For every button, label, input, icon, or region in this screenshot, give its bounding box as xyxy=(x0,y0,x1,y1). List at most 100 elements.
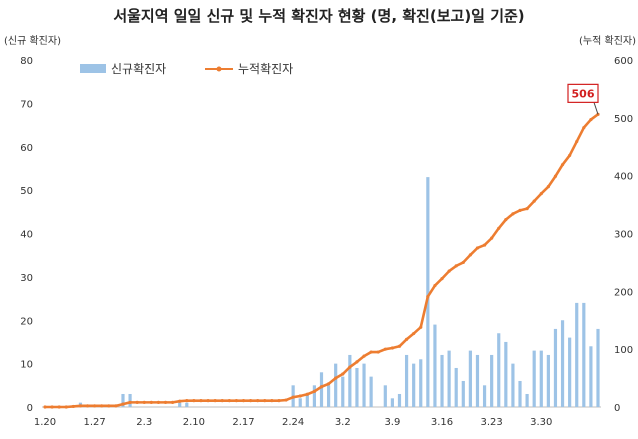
bar-new-cases xyxy=(298,398,302,407)
cumulative-point xyxy=(553,174,558,178)
bar-new-cases xyxy=(319,372,324,407)
line-series-cumulative-cases xyxy=(43,112,600,409)
cumulative-point xyxy=(256,399,260,403)
cumulative-point xyxy=(404,337,409,341)
cumulative-point xyxy=(298,394,302,398)
right-axis-unit: (누적 확진자) xyxy=(579,35,636,47)
cumulative-point xyxy=(220,399,224,403)
left-tick-label: 70 xyxy=(20,99,33,110)
cumulative-point xyxy=(263,399,267,403)
cumulative-point xyxy=(249,399,253,403)
cumulative-point xyxy=(518,208,522,212)
chart-title: 서울지역 일일 신규 및 누적 확진자 현황 (명, 확진(보고)일 기준) xyxy=(113,7,524,25)
bar-new-cases xyxy=(582,302,586,407)
legend-swatch-cumulative-marker xyxy=(216,66,222,72)
cumulative-point xyxy=(475,246,480,250)
cumulative-point xyxy=(149,400,153,404)
cumulative-point xyxy=(490,236,494,240)
left-tick-label: 40 xyxy=(20,230,33,241)
cumulative-point xyxy=(171,400,175,404)
cumulative-point xyxy=(560,163,565,167)
cumulative-point xyxy=(575,139,579,144)
cumulative-point xyxy=(355,360,359,364)
cumulative-point xyxy=(241,399,246,403)
cumulative-point xyxy=(284,398,288,402)
bar-new-cases xyxy=(504,341,508,407)
bar-new-cases xyxy=(178,402,182,407)
bar-new-cases xyxy=(121,393,125,407)
cumulative-point xyxy=(525,207,529,211)
legend-swatch-new-cases xyxy=(80,64,106,73)
cumulative-point xyxy=(419,325,423,329)
cumulative-point xyxy=(376,350,380,354)
cumulative-point xyxy=(107,404,111,408)
cumulative-line xyxy=(45,113,599,409)
left-tick-label: 20 xyxy=(20,316,33,327)
bar-new-cases xyxy=(553,328,558,407)
x-tick-label: 3.23 xyxy=(481,417,503,428)
bar-new-cases xyxy=(532,350,536,407)
bar-new-cases xyxy=(560,320,565,407)
left-tick-label: 60 xyxy=(20,143,33,154)
cumulative-point xyxy=(397,344,402,348)
bar-new-cases xyxy=(128,393,132,407)
left-tick-label: 0 xyxy=(27,403,33,414)
cumulative-point xyxy=(227,399,231,403)
x-tick-label: 3.2 xyxy=(335,417,351,428)
bar-new-cases xyxy=(525,393,529,407)
cumulative-point xyxy=(468,253,472,257)
cumulative-point xyxy=(511,212,515,216)
cumulative-point xyxy=(78,404,83,408)
cumulative-point xyxy=(568,153,572,158)
right-tick-label: 300 xyxy=(614,230,633,241)
cumulative-point xyxy=(163,400,168,404)
cumulative-point xyxy=(546,185,550,189)
legend-label-new-cases: 신규확진자 xyxy=(111,62,166,76)
cumulative-point xyxy=(192,399,196,403)
cumulative-point xyxy=(185,399,189,403)
cumulative-point xyxy=(305,392,309,396)
bar-new-cases xyxy=(404,354,409,407)
cumulative-point xyxy=(582,126,586,130)
left-y-axis: 0 10 20 30 40 50 60 70 80 xyxy=(20,56,33,414)
x-tick-label: 3.16 xyxy=(431,417,453,428)
cumulative-point xyxy=(447,269,451,273)
x-tick-label: 2.24 xyxy=(282,417,304,428)
x-tick-label: 2.17 xyxy=(232,417,254,428)
bar-new-cases xyxy=(539,350,543,407)
bar-new-cases xyxy=(334,363,338,407)
cumulative-point xyxy=(341,372,345,376)
cumulative-point xyxy=(532,199,536,203)
cumulative-point xyxy=(71,404,75,409)
bar-new-cases xyxy=(433,324,437,407)
cumulative-point xyxy=(326,382,331,386)
bar-new-cases xyxy=(355,367,359,407)
right-tick-label: 400 xyxy=(614,172,633,183)
x-tick-label: 2.3 xyxy=(136,417,152,428)
cumulative-point xyxy=(199,399,203,403)
bar-new-cases xyxy=(326,385,331,407)
right-tick-label: 200 xyxy=(614,287,633,298)
cumulative-point xyxy=(454,264,458,268)
cumulative-point xyxy=(369,350,373,354)
cumulative-point xyxy=(539,191,543,196)
x-tick-label: 1.27 xyxy=(83,417,105,428)
cumulative-point xyxy=(277,399,281,403)
bar-new-cases xyxy=(383,385,387,407)
bar-series-new-cases xyxy=(78,177,600,407)
x-tick-label: 1.20 xyxy=(34,417,56,428)
cumulative-point xyxy=(312,389,317,393)
cumulative-point xyxy=(135,400,139,404)
cumulative-point xyxy=(64,405,68,409)
bar-new-cases xyxy=(589,346,593,407)
legend: 신규확진자 누적확진자 xyxy=(80,62,293,76)
cumulative-point xyxy=(383,347,387,351)
annotation-latest-total: 506 xyxy=(567,83,599,115)
x-axis: 1.20 1.27 2.3 2.10 2.17 2.24 3.2 3.9 3.16 3.23 3.3… xyxy=(34,406,601,428)
legend-label-cumulative: 누적확진자 xyxy=(238,62,293,76)
bar-new-cases xyxy=(596,328,600,407)
cumulative-point xyxy=(85,404,90,408)
bar-new-cases xyxy=(475,354,480,407)
bar-new-cases xyxy=(369,376,373,407)
cumulative-point xyxy=(100,404,104,408)
